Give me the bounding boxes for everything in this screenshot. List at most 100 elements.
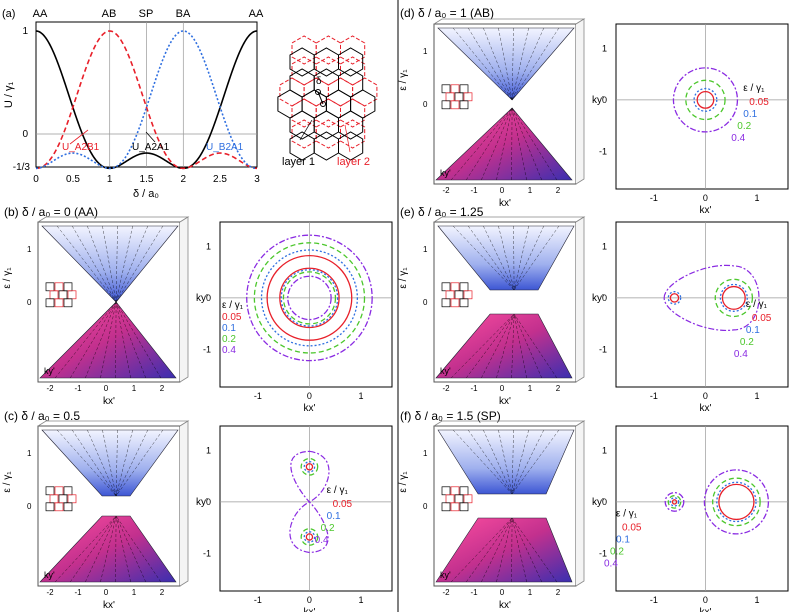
band-ytick-1: 1 bbox=[423, 47, 428, 56]
contour-line-0.2 bbox=[253, 242, 366, 354]
band-xtick: -1 bbox=[74, 384, 82, 393]
band-xlabel: kx' bbox=[499, 198, 511, 209]
band-frame-side bbox=[575, 216, 585, 383]
mesh-line-upper bbox=[115, 225, 133, 303]
band-xtick: -2 bbox=[46, 384, 54, 393]
mesh-line-upper bbox=[483, 225, 515, 291]
mesh-line-lower bbox=[513, 313, 542, 379]
contour-xtick-1: 1 bbox=[755, 391, 760, 401]
contour-line-0.2 bbox=[300, 528, 319, 546]
band-frame-side bbox=[575, 18, 585, 185]
band-ytick-1: 1 bbox=[423, 449, 428, 458]
upper-band-surface bbox=[437, 429, 575, 495]
contour-xtick-minus1: -1 bbox=[254, 595, 262, 605]
mesh-line-upper bbox=[56, 225, 117, 303]
contour-xlabel: kx' bbox=[303, 403, 315, 414]
lattice-hex-layer2 bbox=[327, 77, 354, 107]
mesh-line-lower bbox=[511, 107, 542, 181]
lattice-hex-layer2 bbox=[340, 56, 366, 86]
contour-xtick-minus1: -1 bbox=[254, 391, 262, 401]
legend-item-0.1: 0.1 bbox=[222, 323, 236, 334]
contour-ytick-minus1: -1 bbox=[599, 549, 607, 559]
band-xtick: 1 bbox=[132, 384, 137, 393]
lattice-hex-layer1 bbox=[313, 131, 339, 161]
mesh-line-upper bbox=[102, 225, 117, 303]
mesh-line-upper bbox=[498, 27, 513, 101]
contour-line-0.4 bbox=[672, 67, 739, 133]
panel-d: (d) δ / a₀ = 1 (AB) ε / γ₁ 1 0 -2 -1 0 1 2 kx' ky'… bbox=[398, 6, 789, 216]
mesh-line-lower bbox=[511, 517, 542, 583]
lower-band-surface bbox=[435, 313, 573, 379]
band-frame-side bbox=[179, 216, 189, 383]
contour-ylabel: ky' bbox=[592, 95, 604, 106]
legend-item-0.4: 0.4 bbox=[604, 558, 618, 569]
inset-cell bbox=[54, 502, 64, 512]
contour-line-0.1 bbox=[667, 291, 682, 305]
contour-xtick-minus1: -1 bbox=[650, 193, 658, 203]
lattice-hex-layer1 bbox=[289, 110, 315, 140]
lattice-hex-layer2 bbox=[315, 35, 341, 65]
band-ytick-0: 0 bbox=[423, 502, 428, 511]
lattice-hex-layer1 bbox=[313, 110, 339, 140]
top-label-aa-right: AA bbox=[249, 8, 264, 20]
contour-ytick-1: 1 bbox=[206, 241, 211, 251]
band-frame-side bbox=[179, 420, 189, 587]
lattice-hex-layer1 bbox=[350, 89, 376, 119]
contour-line-0.2 bbox=[714, 278, 754, 318]
mesh-line-lower bbox=[115, 301, 146, 379]
band-ylabel: ε / γ₁ bbox=[398, 267, 409, 289]
contour-ytick-minus1: -1 bbox=[203, 549, 211, 559]
lattice-hex-layer2 bbox=[340, 35, 366, 65]
band-plot-d bbox=[433, 18, 586, 185]
legend-item-0.2: 0.2 bbox=[610, 546, 624, 557]
panel-a-label: (a) bbox=[2, 8, 15, 20]
legend-item-0.05: 0.05 bbox=[749, 97, 769, 108]
bilayer-lattice bbox=[277, 35, 378, 161]
mesh-line-upper bbox=[511, 27, 529, 101]
lattice-delta-arrow bbox=[317, 91, 324, 105]
contour-ytick-1: 1 bbox=[602, 43, 607, 53]
mesh-line-upper bbox=[452, 429, 513, 495]
lattice-hex-layer1 bbox=[338, 68, 364, 98]
lower-band-surface bbox=[39, 301, 177, 379]
contour-line-0.4 bbox=[289, 450, 330, 554]
contour-line-0.1 bbox=[260, 249, 359, 347]
lattice-hex-layer2 bbox=[352, 77, 378, 107]
lattice-hex-layer1 bbox=[289, 47, 315, 77]
contour-line-0.05 bbox=[696, 90, 715, 109]
mesh-line-lower bbox=[115, 515, 117, 583]
panel-c-title: (c) δ / a₀ = 0.5 bbox=[4, 409, 80, 423]
label-u-a2b1: U_A2B1 bbox=[62, 142, 100, 153]
mesh-line-upper bbox=[115, 429, 133, 497]
inset-cell bbox=[45, 298, 55, 308]
lattice-hex-layer1 bbox=[313, 47, 339, 77]
mesh-line-upper bbox=[115, 225, 148, 303]
contour-line-0.1 bbox=[303, 461, 316, 473]
band-ylabel: ε / γ₁ bbox=[2, 471, 13, 493]
ytick-minus-third: -1/3 bbox=[13, 162, 31, 173]
legend-eps-label: ε / γ₁ bbox=[616, 508, 638, 519]
mesh-line-lower bbox=[450, 107, 513, 181]
band-xtick: -1 bbox=[470, 186, 478, 195]
mesh-line-lower bbox=[466, 313, 515, 379]
band-xtick: -2 bbox=[442, 384, 450, 393]
band-ylabel: ε / γ₁ bbox=[398, 471, 409, 493]
band-xtick: 1 bbox=[528, 384, 533, 393]
mesh-line-lower bbox=[511, 107, 527, 181]
mesh-line-upper bbox=[513, 225, 544, 291]
lattice-hex-layer2 bbox=[291, 56, 317, 86]
mesh-line-upper bbox=[511, 429, 560, 495]
band-ky-label: ky' bbox=[440, 168, 451, 178]
plot-a-ylabel: U / γ₁ bbox=[3, 82, 15, 109]
panel-f: (f) δ / a₀ = 1.5 (SP) ε / γ₁ 1 0 -2 -1 0 1 2 kx' k… bbox=[398, 409, 789, 612]
contour-ylabel: ky' bbox=[592, 497, 604, 508]
contour-frame bbox=[615, 425, 789, 592]
inset-cell bbox=[45, 502, 55, 512]
band-xtick: -2 bbox=[46, 588, 54, 597]
contour-line-0.4 bbox=[664, 491, 685, 512]
band-xlabel: kx' bbox=[499, 396, 511, 407]
band-xtick: 0 bbox=[500, 186, 505, 195]
pointer-a2a1 bbox=[145, 131, 156, 143]
lattice-hex-layer1 bbox=[338, 131, 364, 161]
contour-line-0.05 bbox=[305, 533, 314, 541]
